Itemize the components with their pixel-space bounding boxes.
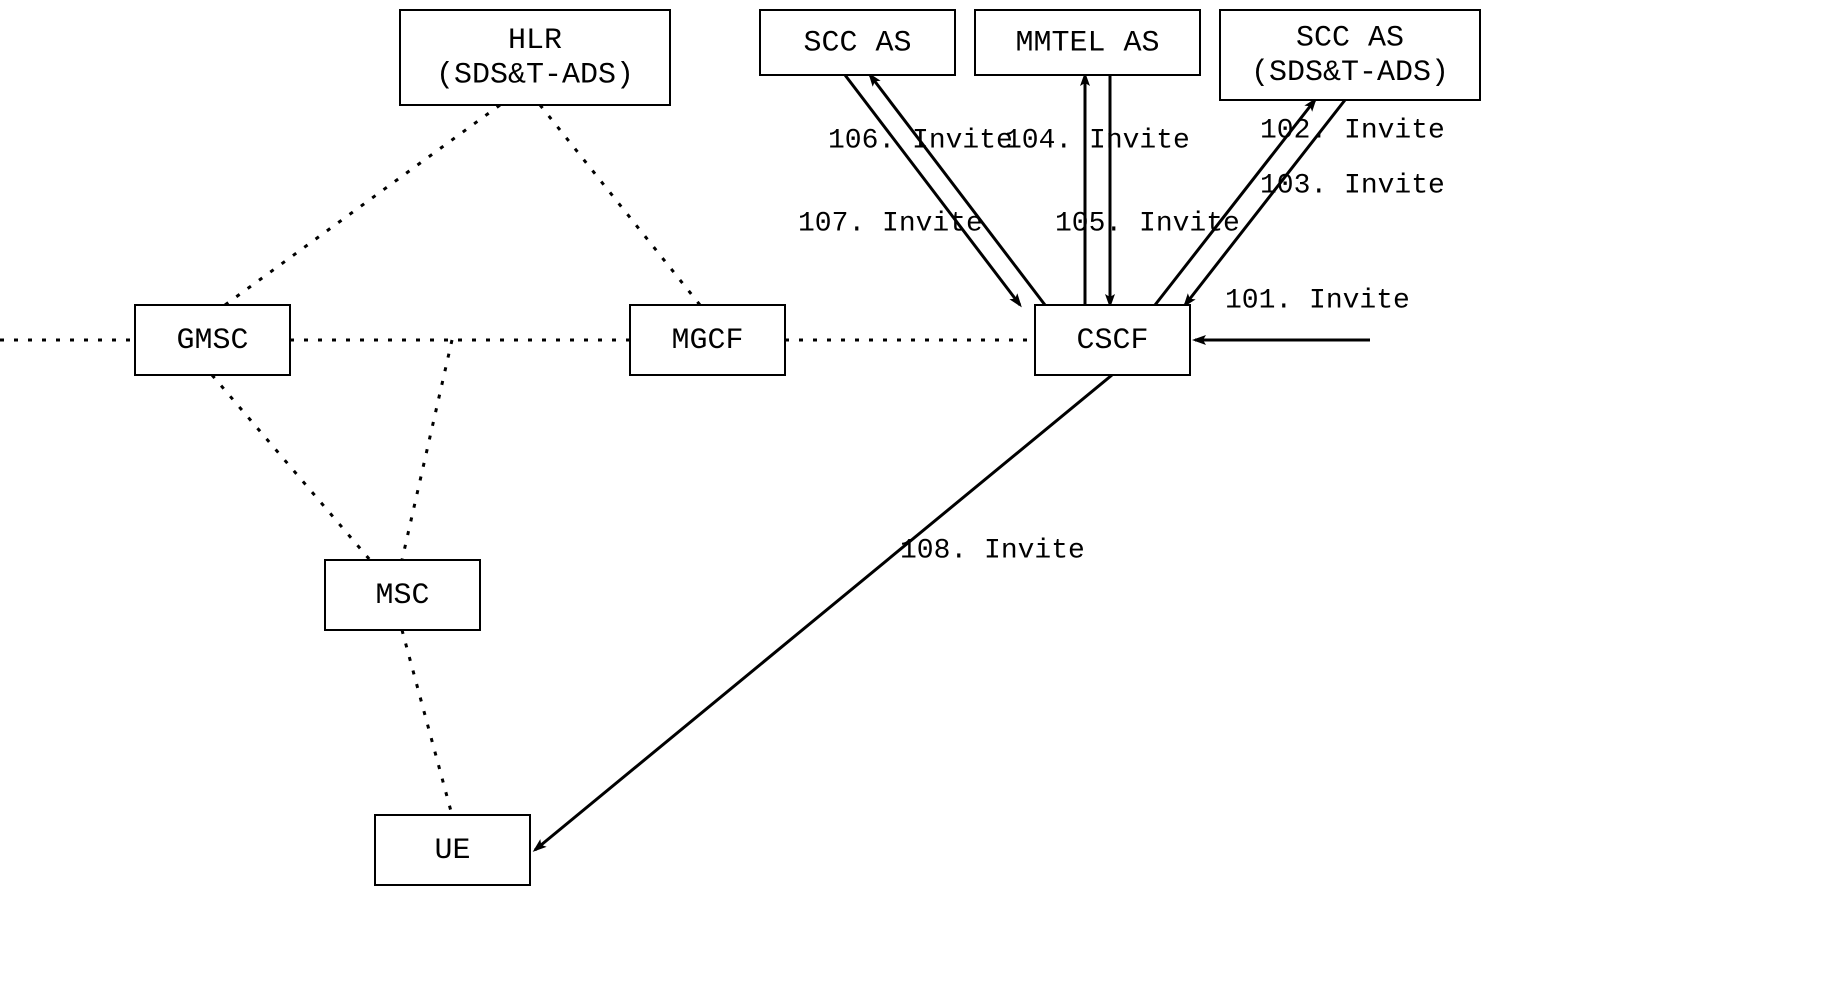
- node-label-hlr-line0: HLR: [508, 24, 562, 58]
- node-label-mmtel-line0: MMTEL AS: [1015, 26, 1159, 60]
- node-label-msc-line0: MSC: [375, 579, 429, 613]
- dotted-edge: [402, 630, 452, 815]
- dotted-edge: [402, 340, 452, 560]
- node-msc: MSC: [325, 560, 480, 630]
- node-ue: UE: [375, 815, 530, 885]
- node-label-gmsc-line0: GMSC: [176, 324, 248, 358]
- arrow-edge-107: [845, 75, 1020, 305]
- node-mmtel: MMTEL AS: [975, 10, 1200, 75]
- edge-label-103: 103. Invite: [1260, 170, 1445, 201]
- arrow-edge-106: [870, 75, 1045, 305]
- node-gmsc: GMSC: [135, 305, 290, 375]
- node-scc: SCC AS: [760, 10, 955, 75]
- dotted-edge: [225, 105, 500, 305]
- node-cscf: CSCF: [1035, 305, 1190, 375]
- edge-label-101: 101. Invite: [1225, 285, 1410, 316]
- arrow-edge-108: [535, 375, 1112, 850]
- diagram-canvas: HLR(SDS&T-ADS)GMSCMGCFCSCFMSCUESCC ASMMT…: [0, 0, 1829, 983]
- arrow-edges-layer: [535, 75, 1370, 850]
- node-label-scc-line0: SCC AS: [803, 26, 911, 60]
- dotted-edge: [540, 105, 700, 305]
- node-hlr: HLR(SDS&T-ADS): [400, 10, 670, 105]
- node-scc2: SCC AS(SDS&T-ADS): [1220, 10, 1480, 100]
- edge-label-106: 106. Invite: [828, 125, 1013, 156]
- edge-label-105: 105. Invite: [1055, 208, 1240, 239]
- node-mgcf: MGCF: [630, 305, 785, 375]
- node-label-cscf-line0: CSCF: [1076, 324, 1148, 358]
- dotted-edge: [212, 375, 370, 560]
- node-label-hlr-line1: (SDS&T-ADS): [436, 59, 634, 93]
- node-label-mgcf-line0: MGCF: [671, 324, 743, 358]
- node-label-ue-line0: UE: [434, 834, 470, 868]
- node-label-scc2-line1: (SDS&T-ADS): [1251, 56, 1449, 90]
- edge-label-107: 107. Invite: [798, 208, 983, 239]
- node-label-scc2-line0: SCC AS: [1296, 22, 1404, 56]
- edge-label-102: 102. Invite: [1260, 115, 1445, 146]
- edge-label-108: 108. Invite: [900, 535, 1085, 566]
- edge-label-104: 104. Invite: [1005, 125, 1190, 156]
